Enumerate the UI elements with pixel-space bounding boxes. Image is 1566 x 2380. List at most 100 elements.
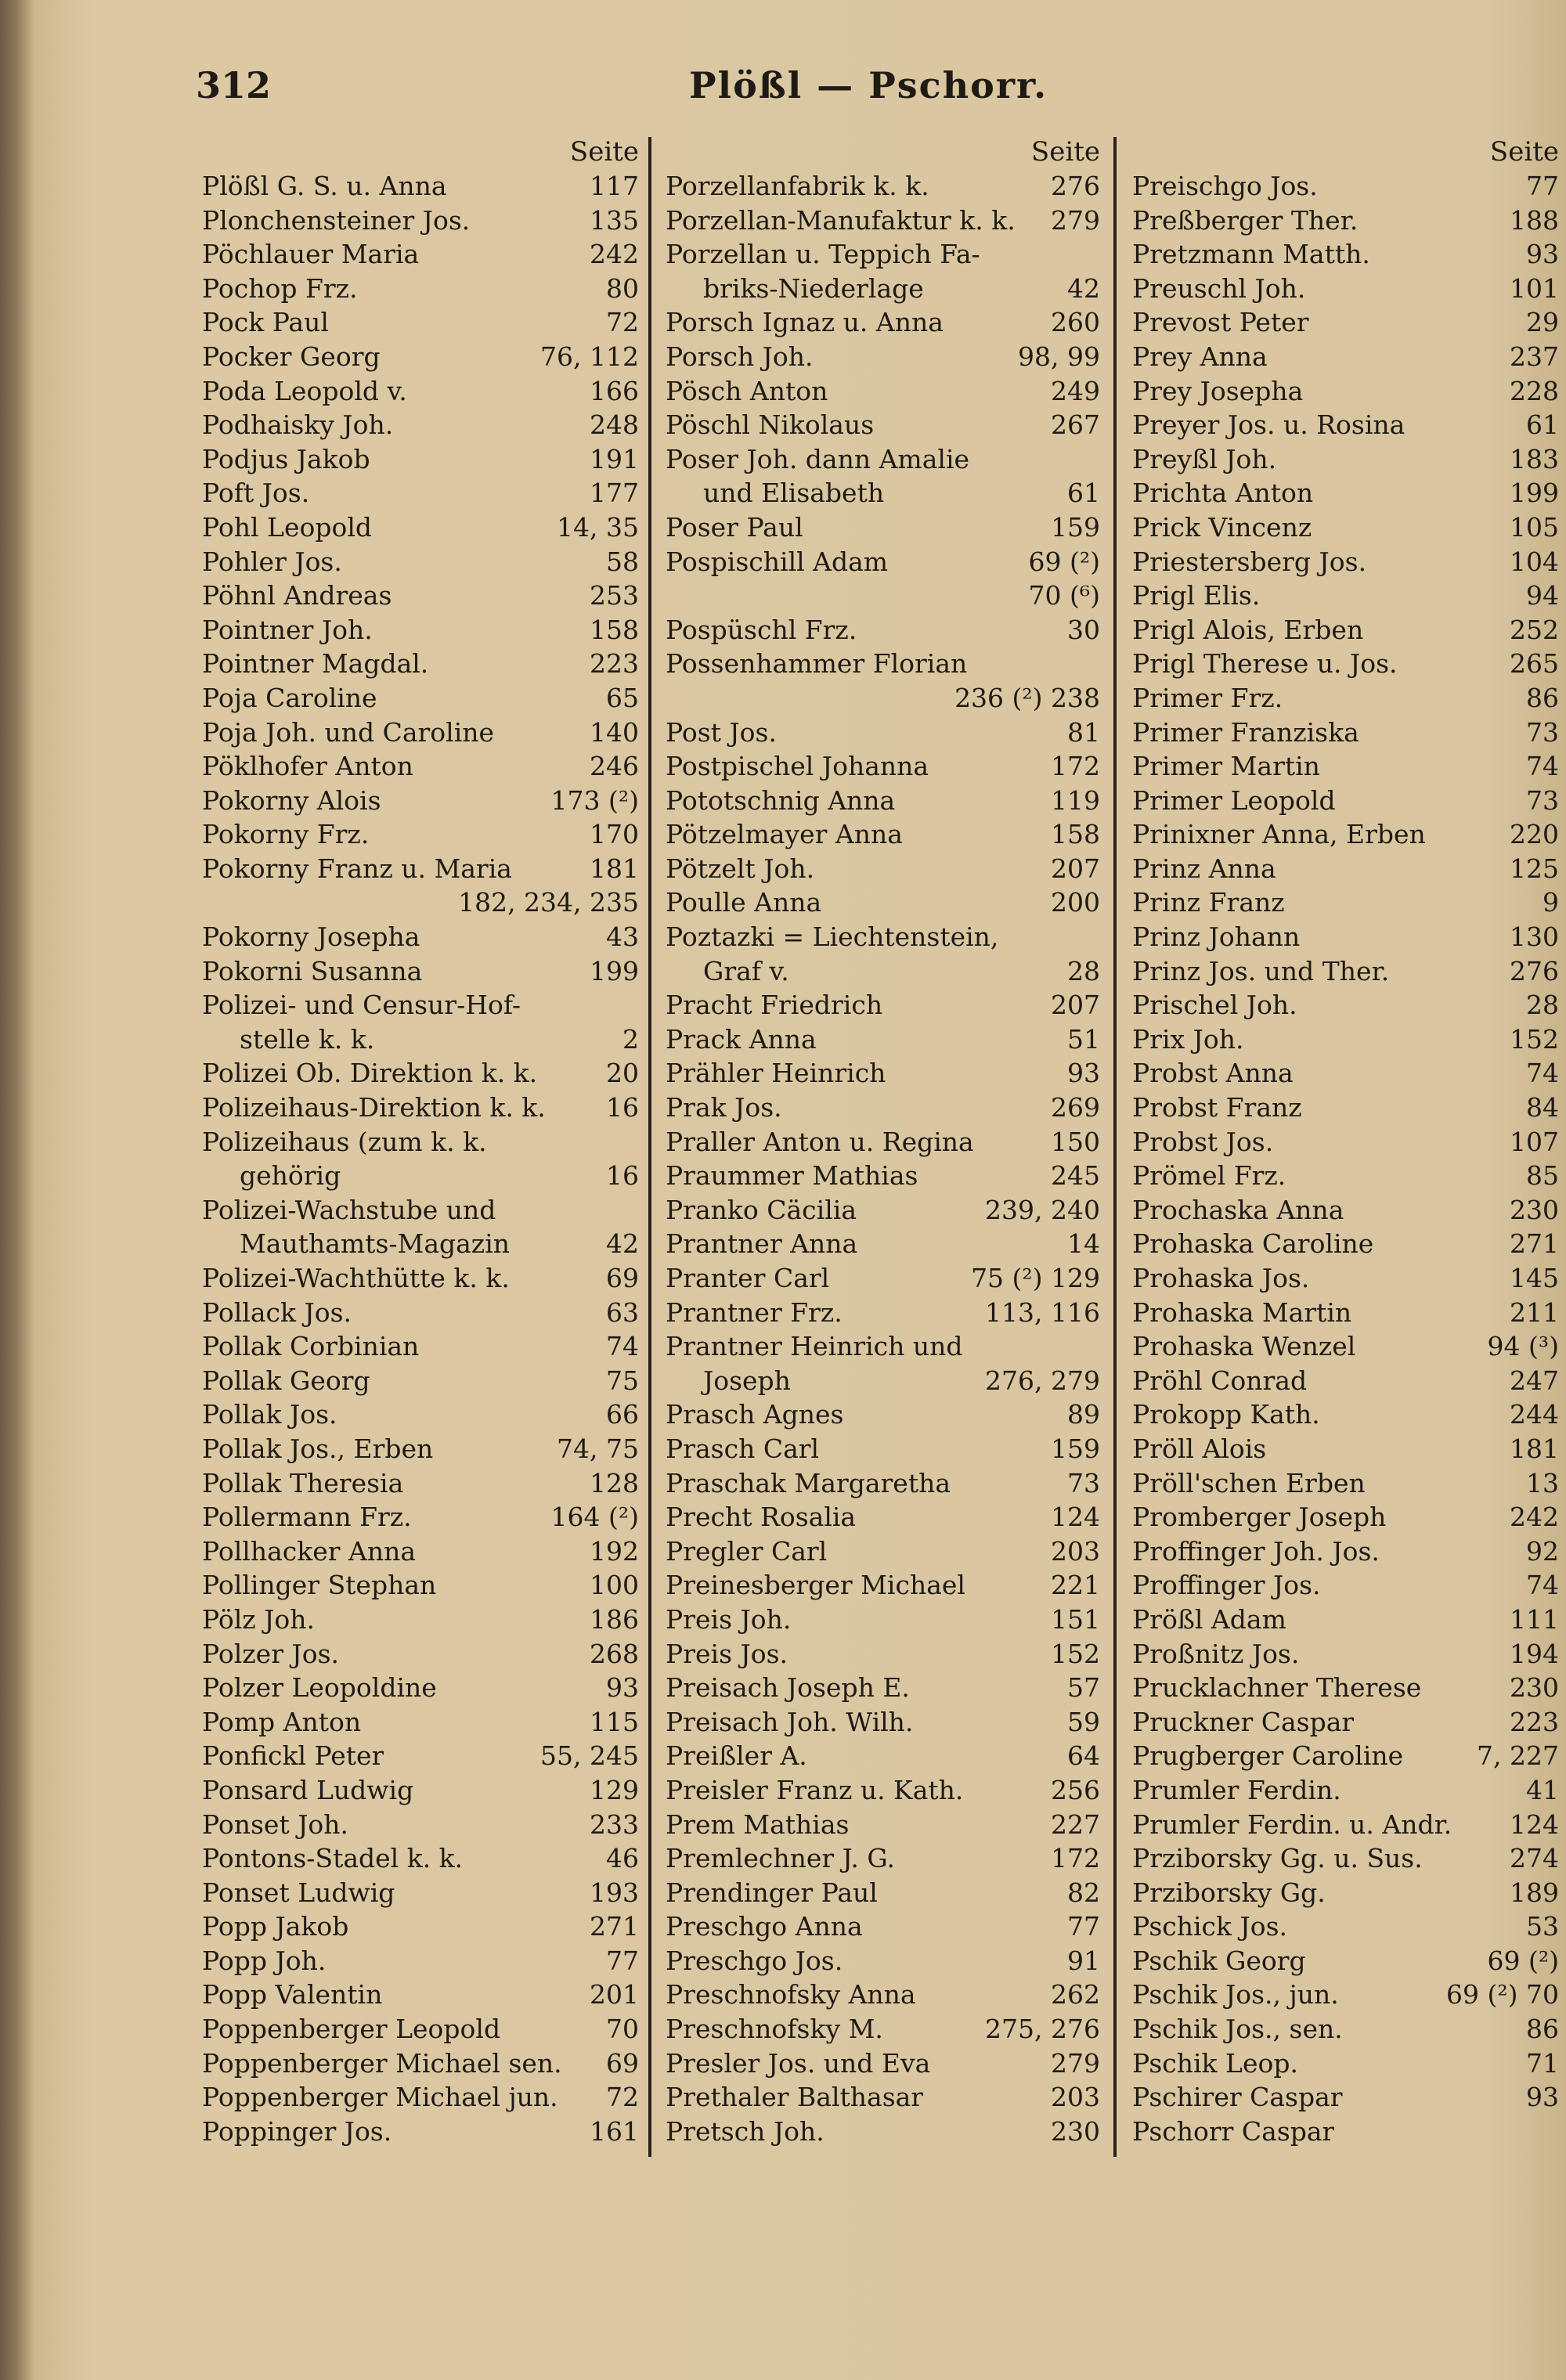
- entry-name: Pollak Jos.: [202, 1399, 337, 1430]
- entry-name: Prinz Johann: [1132, 921, 1301, 953]
- entry-name: Prichta Anton: [1132, 478, 1314, 509]
- entry-pages: 275, 276: [985, 2014, 1100, 2045]
- entry-pages: 166: [590, 375, 639, 406]
- index-entry: Prohaska Jos. 145: [1132, 1261, 1559, 1296]
- index-entry: Pschirer Caspar 93: [1132, 2080, 1559, 2115]
- index-entry: Post Jos. 81: [666, 716, 1100, 750]
- entry-pages: 265: [1510, 648, 1559, 680]
- index-entry: Preschnofsky M. 275, 276: [666, 2012, 1100, 2046]
- entry-pages: 124: [1510, 1808, 1559, 1840]
- entry-name: Preischgo Jos.: [1132, 171, 1318, 201]
- entry-name: Primer Frz.: [1132, 682, 1283, 713]
- entry-name: Post Jos.: [666, 716, 777, 748]
- entry-name: Prigl Alois, Erben: [1132, 614, 1364, 645]
- index-entry: Pruckner Caspar 223: [1132, 1705, 1559, 1740]
- entry-pages: 93: [1526, 239, 1559, 270]
- index-entry: Prasch Agnes 89: [666, 1397, 1100, 1432]
- entry-pages: 203: [1051, 1535, 1100, 1567]
- index-column: Seite Porzellanfabrik k. k. 276 Porzellan-M…: [666, 135, 1100, 2148]
- entry-pages: 223: [590, 648, 639, 680]
- index-entry-continuation: 236 (²) 238: [666, 681, 1100, 716]
- entry-pages-continued: 16: [606, 1160, 639, 1192]
- entry-name: Primer Franziska: [1132, 716, 1359, 748]
- entry-pages: 188: [1510, 204, 1559, 236]
- index-entry: Pötzelmayer Anna 158: [666, 817, 1100, 852]
- entry-pages: 85: [1526, 1160, 1559, 1192]
- entry-name: Prick Vincenz: [1132, 511, 1312, 543]
- index-entry: Preuschl Joh. 101: [1132, 272, 1559, 306]
- entry-name: Porzellan-Manufaktur k. k.: [666, 204, 1016, 236]
- index-entry: Prischel Joh. 28: [1132, 988, 1559, 1022]
- entry-name: Polizei-Wachthütte k. k.: [202, 1263, 510, 1293]
- entry-name: Pollak Theresia: [202, 1467, 404, 1498]
- entry-pages: 89: [1067, 1399, 1100, 1430]
- entry-name: Promberger Joseph: [1132, 1502, 1387, 1533]
- index-entry: Popp Joh. 77: [202, 1944, 639, 1978]
- index-entry: Preis Joh. 151: [666, 1603, 1100, 1637]
- index-entry: Preisach Joh. Wilh. 59: [666, 1705, 1100, 1740]
- entry-pages: 7, 227: [1477, 1740, 1559, 1772]
- entry-name: Poppenberger Michael jun.: [202, 2082, 558, 2113]
- index-entry: Prethaler Balthasar 203: [666, 2080, 1100, 2115]
- entry-name: Pollak Georg: [202, 1365, 370, 1396]
- entry-name: Prinz Anna: [1132, 853, 1276, 884]
- index-entry: Primer Frz. 86: [1132, 681, 1559, 716]
- entry-name: Pranko Cäcilia: [666, 1194, 857, 1225]
- index-entry: Prey Josepha 228: [1132, 374, 1559, 409]
- index-entry: Pranter Carl 75 (²) 129: [666, 1261, 1100, 1296]
- entry-name: Probst Jos.: [1132, 1126, 1274, 1157]
- entry-pages: 43: [606, 921, 639, 953]
- index-entry: Prochaska Anna 230: [1132, 1193, 1559, 1228]
- entry-name: Preinesberger Michael: [666, 1570, 965, 1601]
- index-entry: Proffinger Jos. 74: [1132, 1568, 1559, 1603]
- entry-pages: 75 (²) 129: [971, 1263, 1100, 1293]
- entry-name: Preuschl Joh.: [1132, 272, 1306, 304]
- entry-name: Prziborsky Gg.: [1132, 1877, 1326, 1908]
- index-entry-continuation: Joseph 276, 279: [666, 1364, 1100, 1398]
- entry-name: Polzer Leopoldine: [202, 1672, 437, 1704]
- entry-pages: 117: [590, 171, 639, 201]
- index-entry: Preischgo Jos. 77: [1132, 169, 1559, 204]
- index-entry: Prziborsky Gg. u. Sus. 274: [1132, 1841, 1559, 1876]
- entry-name: Pospischill Adam: [666, 546, 889, 577]
- entry-name: Pokorny Alois: [202, 784, 381, 816]
- entry-pages: 13: [1526, 1467, 1559, 1498]
- entry-name: Polizeihaus-Direktion k. k.: [202, 1092, 546, 1123]
- entry-pages: 203: [1051, 2082, 1100, 2113]
- entry-name-continued: und Elisabeth: [703, 478, 885, 509]
- entry-pages: 105: [1510, 511, 1559, 543]
- entry-name: Preis Joh.: [666, 1603, 792, 1635]
- entry-pages: 246: [590, 751, 639, 782]
- entry-pages: 233: [590, 1808, 639, 1840]
- entry-pages: 107: [1510, 1126, 1559, 1157]
- entry-pages: 119: [1051, 784, 1100, 816]
- entry-pages: 276: [1051, 171, 1100, 201]
- entry-pages: 279: [1051, 2047, 1100, 2079]
- index-entry: Prigl Therese u. Jos. 265: [1132, 647, 1559, 681]
- entry-name: Precht Rosalia: [666, 1502, 857, 1533]
- index-entry: Probst Jos. 107: [1132, 1125, 1559, 1159]
- entry-name: Poser Joh. dann Amalie: [666, 443, 970, 474]
- spacer: [666, 579, 703, 613]
- entry-name: Pschik Jos., jun.: [1132, 1979, 1339, 2010]
- entry-name: Prey Josepha: [1132, 375, 1304, 406]
- entry-pages: 129: [590, 1774, 639, 1805]
- index-entry: Prak Jos. 269: [666, 1091, 1100, 1125]
- entry-name: Pröll'schen Erben: [1132, 1467, 1366, 1498]
- entry-pages: 29: [1526, 307, 1559, 338]
- index-entry: Plößl G. S. u. Anna 117: [202, 169, 639, 204]
- entry-name: Prugberger Caroline: [1132, 1740, 1404, 1772]
- entry-name: Pokorny Franz u. Maria: [202, 853, 512, 884]
- entry-name: Probst Franz: [1132, 1092, 1302, 1123]
- entry-name: Popp Valentin: [202, 1979, 383, 2010]
- index-entry: Prey Anna 237: [1132, 340, 1559, 374]
- entry-pages: 245: [1051, 1160, 1100, 1192]
- entry-name: Prantner Anna: [666, 1228, 858, 1260]
- entry-pages: 253: [590, 580, 639, 611]
- entry-name: Praummer Mathias: [666, 1160, 918, 1192]
- index-entry-continuation: und Elisabeth 61: [666, 476, 1100, 510]
- entry-name: Premlechner J. G.: [666, 1843, 895, 1874]
- entry-pages: 72: [606, 307, 639, 338]
- entry-pages-continued: 42: [1067, 272, 1100, 304]
- entry-pages: 220: [1510, 819, 1559, 850]
